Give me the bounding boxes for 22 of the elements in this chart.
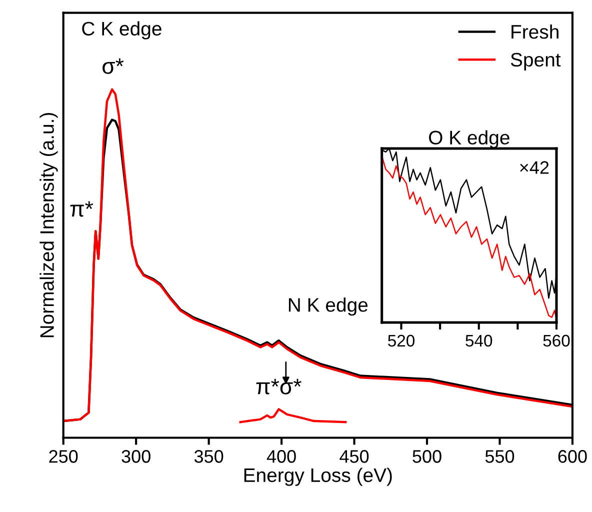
legend-label: Fresh: [512, 24, 558, 39]
x-axis-title: Energy Loss (eV): [244, 468, 392, 486]
x-tick-label: 450: [340, 450, 369, 463]
annotation: π*σ*: [256, 378, 302, 394]
x-tick-label: 400: [266, 450, 296, 463]
x-tick-label: 500: [412, 450, 442, 463]
annotation: N K edge: [288, 298, 368, 316]
x-tick-label: 540: [466, 334, 492, 347]
x-tick-label: 250: [49, 450, 78, 463]
x-tick-label: 300: [122, 450, 150, 463]
legend-label: Spent: [510, 52, 561, 70]
annotation: σ*: [102, 58, 124, 74]
annotation: ×42: [520, 161, 549, 174]
y-axis-title: Normalized Intensity (a.u.): [40, 113, 58, 338]
x-tick-label: 350: [194, 450, 224, 463]
chart-title: O K edge: [429, 130, 510, 148]
x-tick-label: 560: [543, 334, 570, 347]
x-tick-label: 600: [558, 450, 587, 463]
annotation: π*: [70, 201, 94, 217]
x-tick-label: 550: [485, 450, 514, 463]
x-tick-label: 520: [388, 334, 414, 347]
text: C K edge: [82, 21, 162, 40]
